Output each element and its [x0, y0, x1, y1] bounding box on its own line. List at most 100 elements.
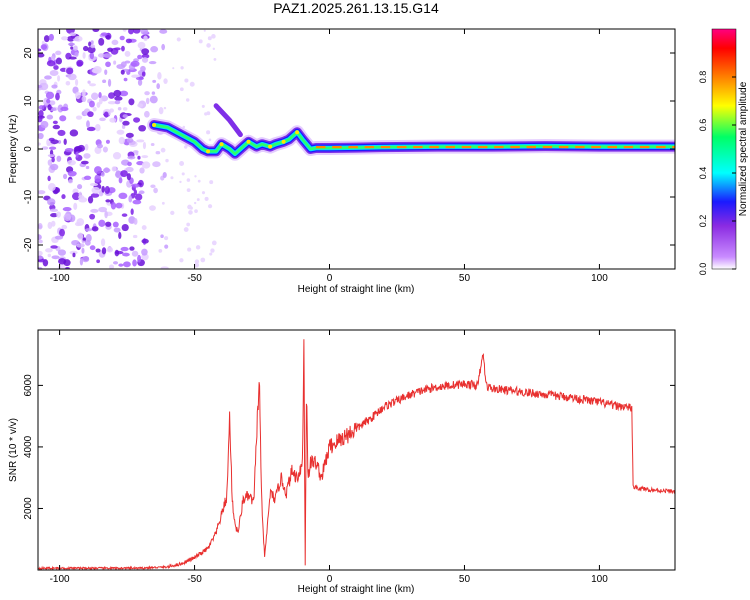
- spectral-ridge: [147, 103, 675, 161]
- noise-blob: [142, 141, 147, 150]
- noise-blob: [57, 75, 61, 82]
- noise-blob: [48, 33, 54, 41]
- noise-blob: [137, 103, 144, 108]
- noise-blob: [150, 46, 159, 53]
- noise-blob: [98, 37, 105, 46]
- colorbar-gradient: [711, 28, 737, 270]
- noise-blob: [152, 79, 157, 83]
- bottom-x-axis-label: Height of straight line (km): [298, 584, 415, 595]
- noise-blob: [105, 139, 110, 144]
- noise-blob: [113, 60, 117, 65]
- noise-blob: [194, 209, 198, 213]
- noise-blob: [196, 198, 200, 201]
- noise-blob: [69, 250, 78, 255]
- noise-blob: [72, 252, 76, 258]
- noise-blob: [212, 47, 216, 51]
- noise-blob: [79, 257, 84, 266]
- noise-blob: [85, 165, 90, 170]
- noise-blob: [88, 83, 97, 87]
- noise-blob: [152, 161, 161, 168]
- noise-blob: [149, 95, 158, 104]
- ridge-peak: [206, 149, 211, 154]
- noise-blob: [116, 129, 125, 135]
- noise-blob: [38, 223, 43, 230]
- noise-blob: [203, 29, 206, 32]
- noise-blob: [111, 166, 117, 172]
- noise-blob: [96, 102, 101, 108]
- noise-blob: [201, 191, 206, 195]
- noise-blob: [141, 248, 148, 256]
- noise-blob: [180, 66, 184, 70]
- bottom-plot-area: [37, 329, 676, 571]
- noise-blob: [96, 259, 101, 264]
- noise-blob: [118, 263, 124, 267]
- noise-blob: [44, 75, 52, 80]
- chart-title: PAZ1.2025.261.13.15.G14: [273, 0, 439, 16]
- noise-blob: [126, 137, 134, 144]
- noise-blob: [110, 201, 117, 210]
- noise-blob: [138, 124, 147, 132]
- y-tick-label: 20: [23, 47, 34, 59]
- noise-blob: [128, 98, 135, 106]
- noise-blob: [209, 180, 214, 185]
- noise-blob: [114, 47, 121, 51]
- noise-blob: [49, 208, 58, 213]
- noise-blob: [77, 232, 84, 240]
- noise-blob: [72, 38, 80, 42]
- noise-blob: [73, 202, 78, 210]
- noise-blob: [78, 191, 83, 198]
- noise-blob: [103, 111, 109, 118]
- noise-blob: [197, 179, 201, 183]
- noise-blob: [81, 247, 85, 254]
- noise-blob: [90, 40, 94, 45]
- noise-blob: [133, 117, 141, 123]
- x-tick-label: -50: [187, 574, 202, 585]
- noise-blob: [49, 69, 59, 77]
- noise-blob: [55, 92, 60, 101]
- noise-blob: [121, 45, 125, 52]
- noise-blob: [59, 115, 67, 122]
- noise-blob: [132, 29, 141, 34]
- noise-blob: [61, 36, 68, 41]
- noise-blob: [141, 71, 146, 77]
- noise-blob: [38, 84, 43, 89]
- noise-blob: [103, 53, 112, 58]
- noise-blob: [86, 126, 96, 132]
- noise-blob: [38, 255, 44, 260]
- noise-blob: [182, 125, 186, 129]
- noise-blob: [71, 192, 81, 201]
- noise-blob: [194, 175, 197, 178]
- bottom-y-axis-label: SNR (10 * v/v): [8, 418, 19, 482]
- noise-blob: [153, 187, 158, 194]
- noise-blob: [60, 106, 69, 112]
- noise-blob: [121, 213, 128, 217]
- noise-blob: [38, 48, 42, 52]
- noise-blob: [102, 146, 108, 153]
- noise-blob: [75, 91, 81, 100]
- x-tick-label: 100: [591, 273, 608, 284]
- noise-blob: [113, 89, 122, 97]
- noise-blob: [141, 161, 151, 169]
- noise-blob: [67, 73, 77, 81]
- noise-blob: [101, 247, 107, 255]
- noise-blob: [45, 91, 55, 100]
- noise-blob: [194, 259, 200, 264]
- noise-blob: [105, 221, 112, 227]
- noise-blob: [90, 208, 99, 213]
- noise-blob: [211, 240, 217, 246]
- noise-blob: [38, 132, 44, 140]
- noise-blob: [52, 124, 61, 130]
- noise-blob: [90, 44, 96, 49]
- noise-blob: [107, 78, 112, 87]
- noise-blob: [67, 159, 76, 166]
- noise-blob: [208, 138, 212, 142]
- noise-blob: [188, 210, 193, 215]
- noise-blob: [92, 106, 97, 112]
- ridge-peak: [219, 142, 224, 147]
- noise-blob: [61, 224, 68, 230]
- noise-blob: [143, 35, 148, 41]
- noise-blob: [99, 117, 106, 122]
- noise-blob: [206, 43, 211, 48]
- top-plot-area: [37, 28, 676, 270]
- noise-blob: [47, 159, 53, 166]
